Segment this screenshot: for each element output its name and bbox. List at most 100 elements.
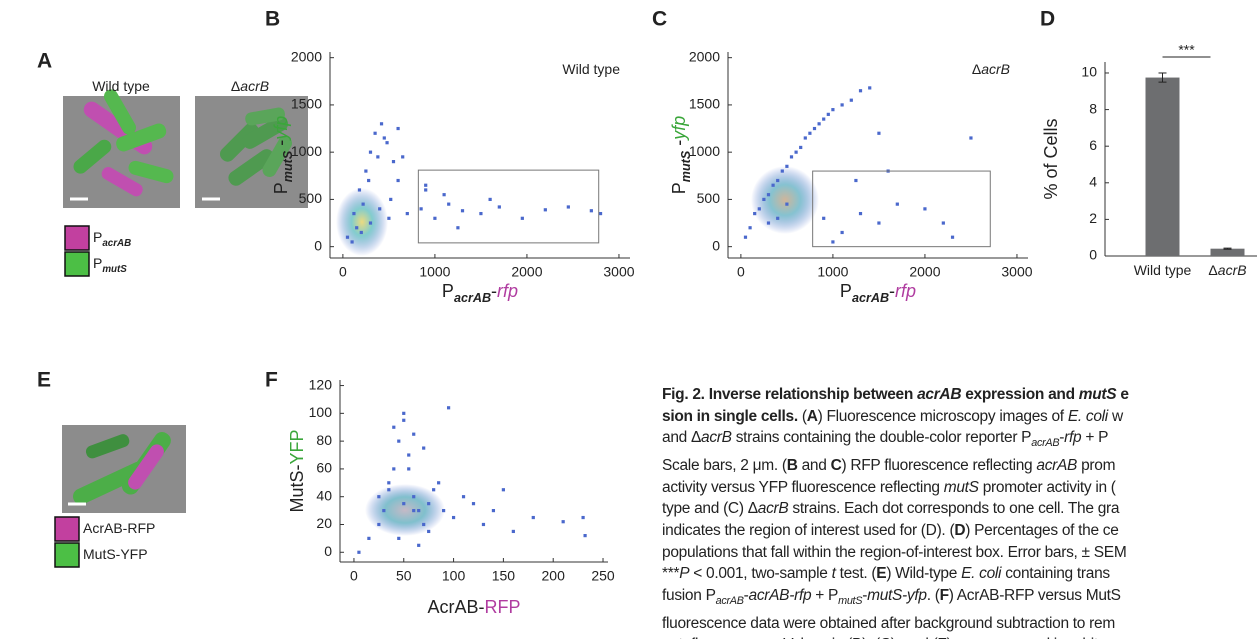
point bbox=[808, 131, 812, 135]
point bbox=[785, 164, 789, 168]
text-run: mutS bbox=[102, 264, 127, 275]
point bbox=[407, 467, 411, 471]
point bbox=[377, 522, 381, 527]
y-tick-label: 500 bbox=[697, 190, 721, 206]
point bbox=[397, 536, 401, 540]
caption-run: promoter activity in ( bbox=[978, 478, 1116, 496]
point bbox=[368, 221, 373, 225]
x-tick-label: 0 bbox=[350, 568, 358, 584]
density-cores bbox=[336, 166, 819, 536]
legend-swatch bbox=[64, 225, 90, 251]
caption-run: F bbox=[939, 587, 949, 605]
point bbox=[377, 495, 381, 499]
y-tick-label: 2000 bbox=[689, 48, 720, 64]
point bbox=[822, 216, 826, 220]
point bbox=[379, 122, 384, 126]
point bbox=[385, 141, 389, 145]
y-tick-label: 20 bbox=[316, 515, 332, 531]
x-axis-label: AcrAB-RFP bbox=[427, 597, 520, 617]
text-run: P bbox=[93, 229, 102, 245]
caption-line: Scale bars, 2 μm. (B and C) RFP fluoresc… bbox=[662, 455, 1257, 477]
point bbox=[396, 178, 400, 183]
text-run: Wild type bbox=[562, 61, 620, 77]
x-tick-label: 3000 bbox=[603, 264, 634, 280]
point bbox=[437, 481, 441, 485]
text-run: MutS- bbox=[287, 465, 307, 513]
point bbox=[451, 515, 456, 520]
point bbox=[359, 230, 363, 235]
caption-run: acrAB bbox=[715, 594, 744, 607]
y-tick-label: 2000 bbox=[291, 48, 322, 64]
point bbox=[581, 515, 585, 520]
text-run: P bbox=[271, 182, 291, 194]
caption-line: and ΔacrB strains containing the double-… bbox=[662, 427, 1257, 455]
point bbox=[422, 522, 426, 527]
x-tick-label: ΔacrB bbox=[1208, 262, 1246, 278]
caption-run: acrB bbox=[757, 500, 789, 518]
point bbox=[357, 188, 362, 192]
point bbox=[392, 425, 396, 429]
x-tick-label: 150 bbox=[492, 568, 516, 584]
point bbox=[355, 226, 359, 230]
legend-swatch bbox=[54, 542, 80, 568]
figure-caption: Fig. 2. Inverse relationship between acr… bbox=[662, 384, 1257, 639]
point bbox=[424, 188, 428, 192]
panel-label: A bbox=[37, 50, 52, 73]
point bbox=[877, 221, 881, 225]
caption-run: D bbox=[954, 522, 966, 540]
y-tick-label: 2 bbox=[1089, 210, 1097, 226]
point bbox=[456, 226, 460, 230]
caption-run: e bbox=[1116, 386, 1129, 403]
x-axis-label: PacrAB-rfp bbox=[442, 281, 518, 306]
caption-run: Scale bars, 2 μm. ( bbox=[662, 456, 787, 474]
caption-run: containing trans bbox=[1001, 565, 1110, 583]
caption-run: autofluorescence. Values in (B), (C), an… bbox=[662, 636, 1116, 639]
caption-run: E. coli bbox=[1067, 407, 1108, 425]
point bbox=[402, 502, 406, 506]
point bbox=[368, 150, 373, 154]
point bbox=[387, 488, 391, 492]
caption-run: fusion P bbox=[662, 587, 716, 605]
caption-line: type and (C) ΔacrB strains. Each dot cor… bbox=[662, 498, 1257, 520]
y-tick-label: 0 bbox=[324, 543, 332, 559]
point bbox=[780, 169, 784, 173]
x-tick-label: 0 bbox=[737, 264, 745, 280]
point bbox=[405, 211, 409, 216]
x-tick-label: 2000 bbox=[511, 264, 542, 280]
caption-line: fluorescence data were obtained after ba… bbox=[662, 613, 1257, 635]
text-run: - bbox=[271, 140, 291, 151]
caption-run: expression and bbox=[961, 386, 1079, 403]
caption-line: indicates the region of interest used fo… bbox=[662, 520, 1257, 542]
x-tick-label: Wild type bbox=[1134, 262, 1192, 278]
text-run: yfp bbox=[271, 116, 291, 142]
x-tick-label: 1000 bbox=[817, 264, 848, 280]
caption-run: C bbox=[830, 456, 842, 474]
point bbox=[598, 211, 603, 216]
text-run: MutS-YFP bbox=[83, 546, 148, 562]
point bbox=[817, 122, 821, 126]
caption-line: populations that fall within the region-… bbox=[662, 542, 1257, 564]
text-run: Δ bbox=[972, 61, 981, 77]
caption-run: w bbox=[1107, 407, 1123, 425]
y-tick-label: 120 bbox=[309, 376, 333, 392]
x-tick-label: 0 bbox=[339, 264, 347, 280]
caption-run: A bbox=[806, 407, 818, 425]
point bbox=[771, 183, 775, 187]
point bbox=[776, 178, 780, 183]
x-tick-label: 1000 bbox=[419, 264, 450, 280]
point bbox=[389, 197, 393, 202]
point bbox=[367, 536, 371, 540]
legend-label: AcrAB-RFP bbox=[83, 520, 155, 536]
legend-label: MutS-YFP bbox=[83, 546, 148, 562]
text-run: YFP bbox=[287, 429, 307, 464]
point bbox=[511, 529, 515, 534]
point bbox=[427, 502, 431, 506]
panel-label: B bbox=[265, 8, 280, 31]
x-tick-label: 2000 bbox=[909, 264, 940, 280]
point bbox=[753, 211, 757, 216]
y-tick-label: 0 bbox=[314, 237, 322, 253]
caption-run: ) AcrAB-RFP versus MutS bbox=[948, 587, 1121, 605]
y-tick-label: 1000 bbox=[291, 143, 322, 159]
image-title: Wild type bbox=[92, 78, 150, 94]
legend-label: PmutS bbox=[93, 255, 127, 275]
